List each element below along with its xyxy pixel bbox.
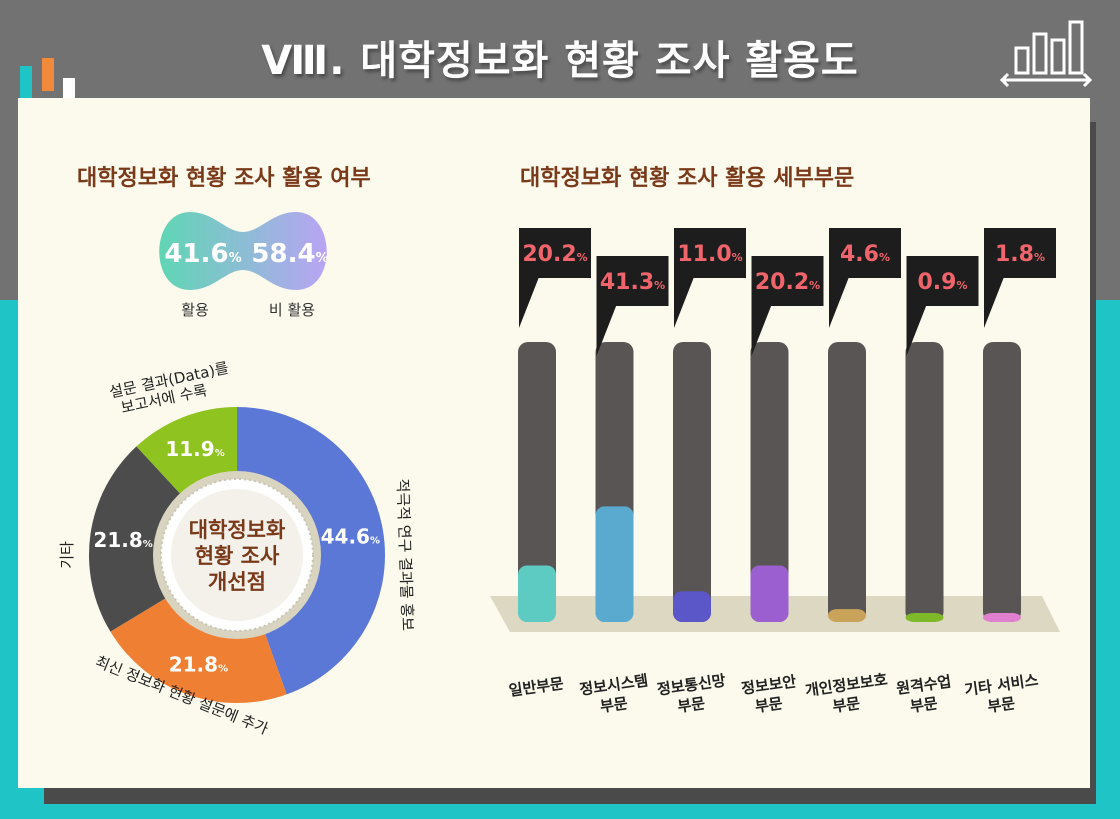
bar-category-label: 기타 서비스	[963, 671, 1039, 699]
value-callout-box	[596, 256, 669, 306]
value-callout-box	[906, 256, 979, 306]
value-callout-box	[984, 228, 1056, 278]
donut-center-text: 개선점	[208, 570, 266, 594]
detail-chart-title: 대학정보화 현황 조사 활용 세부부문	[520, 166, 855, 191]
bar-track	[673, 342, 711, 622]
value-callout-tail	[906, 305, 927, 356]
value-callout-box	[751, 256, 824, 306]
usage-value-unused: 58.4%	[251, 239, 328, 269]
bar-category-label: 부문	[676, 694, 706, 716]
bar-fill	[518, 565, 556, 622]
donut-center-text: 현황 조사	[195, 544, 280, 568]
bar-category-label: 부문	[909, 694, 939, 716]
donut-value: 11.9%	[165, 437, 224, 461]
value-callout-box	[829, 228, 901, 278]
donut-slice	[136, 407, 237, 495]
usage-label-unused: 비 활용	[269, 301, 315, 319]
usage-value-used: 41.6%	[164, 239, 241, 269]
value-callout-box	[674, 228, 746, 278]
bar-category-label: 일반부문	[508, 674, 565, 700]
bar-value-label: 20.2%	[755, 270, 820, 295]
bar-fill	[983, 613, 1021, 622]
usage-label-used: 활용	[181, 301, 209, 319]
bar-track	[750, 342, 789, 622]
page-title: Ⅷ. 대학정보화 현황 조사 활용도	[261, 38, 859, 84]
bar-fill	[673, 591, 711, 622]
donut-value: 44.6%	[321, 524, 380, 548]
bar-category-label: 부문	[754, 694, 784, 716]
bar-category-label: 원격수업	[895, 672, 952, 698]
bar-value-label: 11.0%	[677, 242, 742, 267]
value-callout-tail	[751, 305, 772, 356]
value-callout-tail	[596, 305, 617, 356]
bar-fill	[905, 613, 944, 622]
value-callout-tail	[984, 277, 1004, 328]
usage-chart-title: 대학정보화 현황 조사 활용 여부	[77, 166, 371, 191]
bar-category-label: 부문	[599, 694, 629, 716]
bar-category-label: 부문	[986, 694, 1016, 716]
value-callout-tail	[829, 277, 849, 328]
improvement-donut: 44.6% 21.8% 21.8% 11.9%	[88, 407, 386, 703]
bar-track	[905, 342, 944, 622]
donut-value: 21.8%	[169, 652, 228, 676]
bar-category-label: 부문	[831, 694, 861, 716]
donut-center-text: 대학정보화	[189, 518, 286, 542]
bar-category-label: 정보보안	[740, 672, 797, 698]
value-callout-tail	[674, 277, 694, 328]
donut-slice	[237, 407, 386, 695]
bar-chart-icon	[999, 20, 1093, 88]
bar-track	[828, 342, 866, 622]
donut-value: 21.8%	[93, 528, 152, 552]
donut-center	[171, 489, 303, 621]
donut-slice	[110, 597, 287, 703]
bar-fill	[750, 565, 789, 622]
bar-track	[983, 342, 1021, 622]
donut-label-promote: 적극적 연구 결과물 홍보	[393, 478, 416, 631]
decor-bar-orange	[42, 58, 54, 91]
usage-pill: 41.6% 58.4%	[159, 212, 329, 290]
decor-bar-teal	[20, 66, 32, 99]
bar-value-label: 41.3%	[600, 270, 665, 295]
bar-column: 20.2% 일반부문	[508, 228, 591, 700]
bar-value-label: 0.9%	[917, 270, 967, 295]
bar-track	[518, 342, 556, 622]
usage-pill-shape	[159, 212, 327, 290]
bar-category-label: 정보시스템	[578, 671, 649, 698]
donut-label-other: 기타	[58, 541, 76, 569]
bar-category-label: 정보통신망	[656, 671, 727, 698]
donut-slice	[88, 446, 182, 632]
bar-value-label: 4.6%	[840, 242, 890, 267]
bar-fill	[828, 609, 866, 622]
decor-bar-white	[63, 78, 75, 98]
value-callout-box	[519, 228, 591, 278]
value-callout-tail	[519, 277, 539, 328]
bar-value-label: 20.2%	[522, 242, 587, 267]
bar-fill	[595, 506, 634, 622]
bar-value-label: 1.8%	[995, 242, 1045, 267]
